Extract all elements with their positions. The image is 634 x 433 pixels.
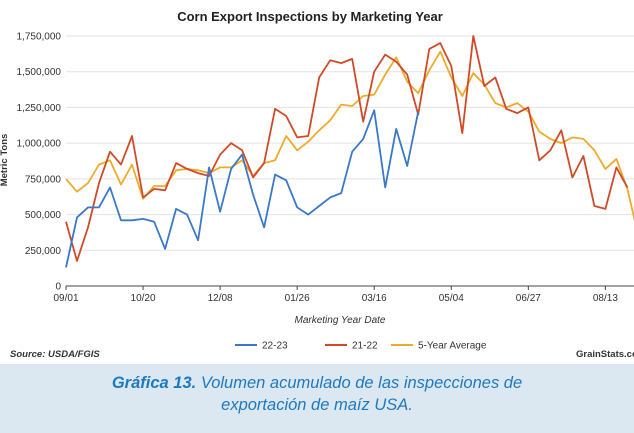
caption-label: Gráfica 13. — [111, 374, 197, 392]
x-tick-label: 03/16 — [362, 293, 387, 304]
series-line-22-23 — [65, 109, 420, 268]
y-tick-label: 1,500,000 — [17, 67, 62, 78]
figure-caption: Gráfica 13. Volumen acumulado de las ins… — [0, 372, 634, 416]
source-note: Source: USDA/FGIS — [10, 349, 100, 360]
y-tick-label: 250,000 — [25, 246, 62, 257]
legend-label: 5-Year Average — [418, 341, 487, 352]
caption-line-1: Gráfica 13. Volumen acumulado de las ins… — [0, 372, 634, 394]
x-tick-label: 05/04 — [439, 293, 464, 304]
grid-lines — [66, 35, 634, 251]
series-line-5-year-average — [65, 50, 634, 222]
line-chart: Corn Export Inspections by Marketing Yea… — [0, 9, 634, 360]
y-tick-label: 1,000,000 — [17, 139, 62, 150]
caption-text-1: Volumen acumulado de las inspecciones de — [200, 374, 523, 392]
caption-text-2: exportación de maíz USA. — [221, 396, 413, 414]
chart-legend: 22-23 21-22 5-Year Average — [235, 341, 487, 352]
y-tick-labels: 0 250,000 500,000 750,000 1,000,000 1,250,000… — [17, 32, 62, 293]
x-tick-label: 12/08 — [208, 293, 233, 304]
y-axis-label: Metric Tons — [0, 134, 10, 187]
y-tick-label: 0 — [55, 282, 61, 293]
series-lines — [65, 35, 634, 268]
chart-card: Corn Export Inspections by Marketing Yea… — [0, 0, 634, 364]
y-tick-label: 1,250,000 — [17, 103, 62, 114]
y-tick-label: 750,000 — [25, 174, 62, 185]
chart-title: Corn Export Inspections by Marketing Yea… — [177, 9, 443, 24]
x-tick-label: 08/13 — [593, 293, 618, 304]
x-tick-label: 06/27 — [516, 293, 541, 304]
y-tick-label: 500,000 — [25, 210, 62, 221]
legend-label: 22-23 — [262, 341, 288, 352]
credit-note: GrainStats.com — [576, 349, 634, 360]
legend-label: 21-22 — [352, 341, 378, 352]
x-tick-label: 01/26 — [285, 293, 310, 304]
x-tick-label: 10/20 — [131, 293, 156, 304]
x-tick-labels: 09/01 10/20 12/08 01/26 03/16 05/04 06/27 08/13 — [53, 286, 618, 304]
x-tick-label: 09/01 — [53, 293, 78, 304]
series-line-21-22 — [65, 35, 629, 262]
x-axis-label: Marketing Year Date — [295, 315, 386, 326]
y-tick-label: 1,750,000 — [17, 32, 62, 43]
